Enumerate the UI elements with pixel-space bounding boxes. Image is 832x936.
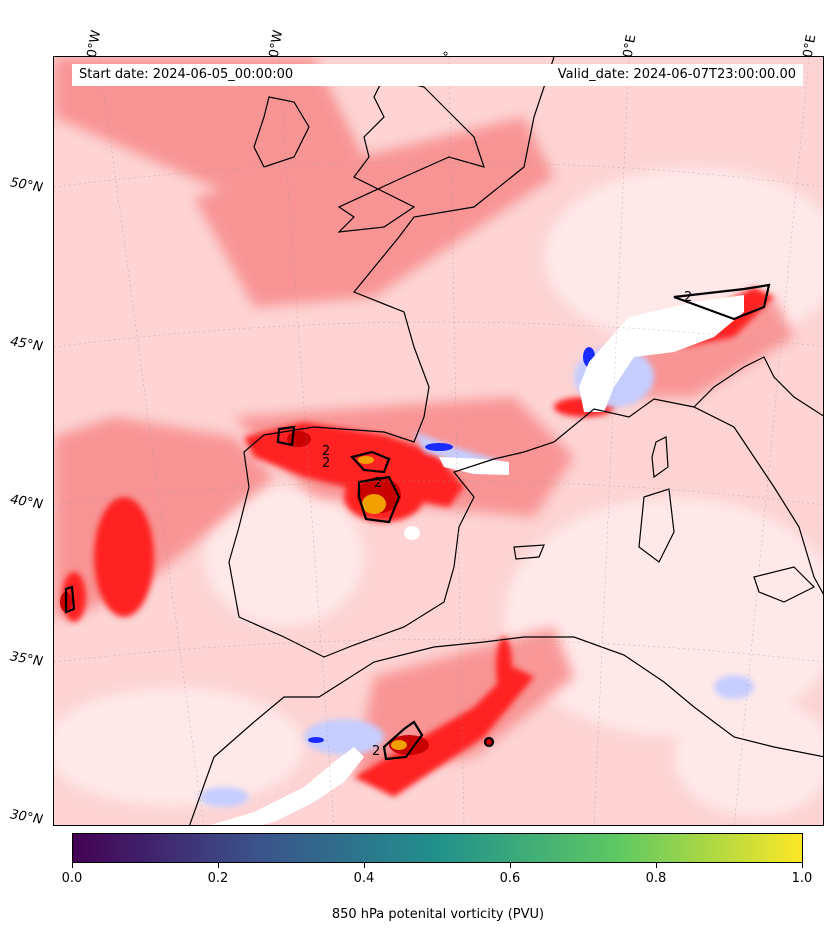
coastline-balearics xyxy=(513,544,545,560)
date-info-box: Start date: 2024-06-05_00:00:00 Valid_da… xyxy=(72,64,803,86)
graticule xyxy=(54,57,823,825)
lat-label-45n: 45°N xyxy=(8,334,44,355)
colorbar-title: 850 hPa potenital vorticity (PVU) xyxy=(331,907,545,922)
contour-label-2: 2 xyxy=(374,476,382,491)
contour-label-4: 2 xyxy=(372,744,380,759)
colorbar-tick xyxy=(656,863,657,868)
vorticity-map: 2 2 2 2 2 xyxy=(54,57,823,825)
coastline-europe-mainland xyxy=(228,57,823,658)
colorbar-tick xyxy=(802,863,803,868)
start-date-text: Start date: 2024-06-05_00:00:00 xyxy=(79,67,294,82)
coastline-italy-adriatic xyxy=(693,356,823,417)
lat-label-30n: 30°N xyxy=(8,807,44,828)
colorbar-label-3: 0.6 xyxy=(499,871,521,886)
coastlines xyxy=(189,57,823,825)
map-frame: 2 2 2 2 2 xyxy=(53,56,824,826)
field-hot-spots xyxy=(358,456,407,750)
colorbar-tick xyxy=(218,863,219,868)
colorbar-tick xyxy=(72,863,73,868)
lat-label-50n: 50°N xyxy=(8,175,44,196)
contour-label-5: 2 xyxy=(322,456,330,471)
field-strong-regions xyxy=(62,287,774,797)
contour-label-3: 2 xyxy=(684,290,692,305)
colorbar-label-5: 1.0 xyxy=(791,871,813,886)
coastline-great-britain xyxy=(337,76,485,233)
colorbar-label-1: 0.2 xyxy=(207,871,229,886)
colorbar-label-0: 0.0 xyxy=(61,871,83,886)
contour-label-1: 2 xyxy=(322,444,330,459)
colorbar xyxy=(72,833,803,863)
valid-date-text: Valid_date: 2024-06-07T23:00:00.00 xyxy=(557,67,796,82)
coastline-sardinia xyxy=(638,488,675,563)
coastline-corsica xyxy=(651,436,669,479)
coastline-north-africa xyxy=(189,636,823,825)
colorbar-tick xyxy=(510,863,511,868)
coastline-sicily xyxy=(753,566,816,603)
pv-contours xyxy=(64,283,771,761)
coastline-ireland xyxy=(253,96,310,168)
lat-label-35n: 35°N xyxy=(8,649,44,670)
colorbar-label-2: 0.4 xyxy=(353,871,375,886)
colorbar-tick xyxy=(364,863,365,868)
lat-label-40n: 40°N xyxy=(8,492,44,513)
colorbar-label-4: 0.8 xyxy=(645,871,667,886)
